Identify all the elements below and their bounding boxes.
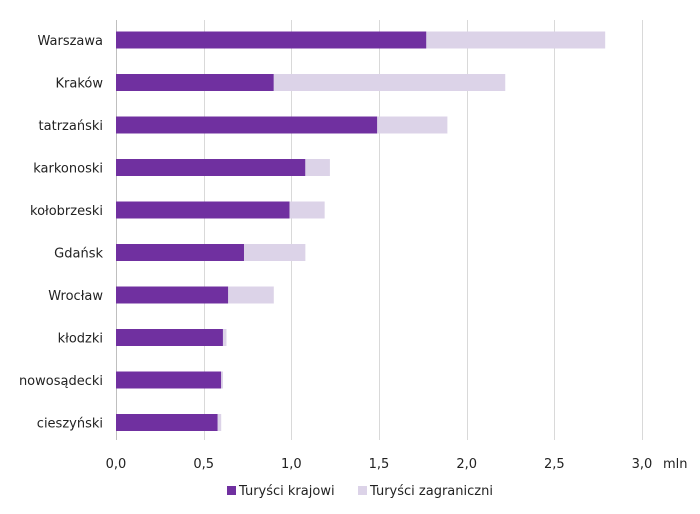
bar-krajowi-2 [116, 116, 378, 134]
bar-krajowi-8 [116, 371, 222, 389]
legend-label-krajowi: Turyści krajowi [238, 484, 335, 499]
bar-zagraniczni-2 [377, 116, 448, 134]
bar-krajowi-3 [116, 159, 306, 176]
category-labels: Warszawa Kraków tatrzański karkonoski kołobr… [19, 34, 104, 432]
x-tick-label: 1,5 [369, 457, 390, 472]
bar-krajowi-7 [116, 329, 223, 346]
category-label: kołobrzeski [30, 204, 103, 219]
category-label: karkonoski [33, 162, 103, 177]
legend-swatch-zagraniczni [358, 486, 367, 495]
bar-zagraniczni-7 [222, 329, 227, 346]
x-tick-label: 0,0 [106, 457, 127, 472]
x-axis-unit-label: mln [663, 457, 688, 472]
x-tick-label: 0,5 [193, 457, 214, 472]
bar-zagraniczni-8 [221, 371, 223, 389]
x-tick-label: 1,0 [281, 457, 302, 472]
bar-zagraniczni-0 [426, 31, 606, 49]
bar-zagraniczni-3 [305, 159, 330, 176]
bar-zagraniczni-6 [228, 286, 274, 304]
bar-zagraniczni-5 [243, 244, 306, 261]
category-label: Wrocław [48, 289, 103, 304]
bar-krajowi-6 [116, 286, 229, 304]
bar-krajowi-1 [116, 74, 274, 91]
bar-krajowi-4 [116, 201, 290, 219]
legend-swatch-krajowi [227, 486, 236, 495]
category-label: cieszyński [37, 417, 103, 432]
category-label: Warszawa [38, 34, 104, 49]
x-tick-label: 3,0 [632, 457, 653, 472]
bar-zagraniczni-4 [289, 201, 325, 219]
x-tick-label: 2,5 [544, 457, 565, 472]
x-tick-label: 2,0 [456, 457, 477, 472]
legend-label-zagraniczni: Turyści zagraniczni [369, 484, 493, 499]
category-label: Gdańsk [54, 247, 103, 262]
bar-krajowi-0 [116, 31, 427, 49]
x-axis-tick-labels: 0,0 0,5 1,0 1,5 2,0 2,5 3,0 [106, 457, 653, 472]
bars [116, 31, 606, 431]
category-label: kłodzki [58, 332, 103, 347]
category-label: tatrzański [39, 119, 103, 134]
bar-zagraniczni-9 [217, 414, 222, 431]
bar-krajowi-5 [116, 244, 244, 261]
category-label: Kraków [56, 77, 104, 92]
bar-krajowi-9 [116, 414, 218, 431]
bar-zagraniczni-1 [273, 74, 506, 91]
category-label: nowosądecki [19, 374, 103, 389]
legend: Turyści krajowi Turyści zagraniczni [227, 484, 493, 499]
